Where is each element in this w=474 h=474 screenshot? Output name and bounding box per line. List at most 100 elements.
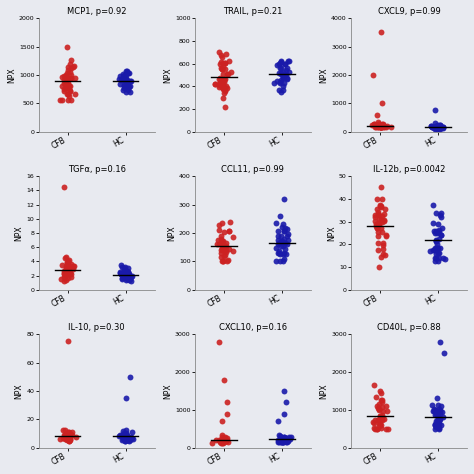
Point <box>281 437 288 445</box>
Point <box>431 421 438 429</box>
Point <box>219 84 227 92</box>
Point <box>433 229 441 237</box>
Point <box>126 373 134 381</box>
Point <box>214 236 221 244</box>
Point <box>283 64 291 72</box>
Point <box>434 410 441 417</box>
Point <box>436 125 443 132</box>
Point <box>128 428 136 436</box>
Point <box>64 257 72 265</box>
Point <box>377 124 384 131</box>
Point <box>118 76 125 84</box>
Point <box>378 219 386 226</box>
Point <box>274 227 282 235</box>
Point <box>211 81 219 88</box>
Point <box>216 48 223 56</box>
Point <box>376 124 384 131</box>
Point <box>220 77 228 84</box>
Point <box>375 215 383 223</box>
Point <box>272 245 280 252</box>
Point <box>64 428 72 436</box>
Point <box>118 263 126 270</box>
Point <box>279 73 287 80</box>
Point <box>432 423 440 431</box>
Point <box>433 394 441 401</box>
Point <box>428 401 436 409</box>
Point <box>64 265 72 273</box>
Point <box>127 77 134 84</box>
Point <box>120 270 128 277</box>
Point <box>274 237 282 244</box>
Point <box>378 421 385 429</box>
Point <box>429 201 437 209</box>
Point <box>217 439 224 447</box>
Point <box>374 118 382 126</box>
Point <box>284 237 292 244</box>
Point <box>280 437 287 444</box>
Point <box>381 216 388 224</box>
Point <box>433 125 441 133</box>
Y-axis label: NPX: NPX <box>7 67 16 83</box>
Point <box>219 257 227 265</box>
Point <box>435 121 442 128</box>
Point <box>432 254 439 262</box>
Point <box>219 237 227 245</box>
Point <box>125 270 133 278</box>
Point <box>372 218 379 225</box>
Point <box>374 417 382 424</box>
Point <box>278 437 285 445</box>
Point <box>222 84 229 91</box>
Point <box>60 277 68 285</box>
Point <box>227 219 234 226</box>
Point <box>283 66 290 73</box>
Point <box>379 396 386 403</box>
Point <box>64 74 71 82</box>
Point <box>125 272 132 279</box>
Point <box>221 65 229 73</box>
Point <box>219 436 227 443</box>
Point <box>279 238 286 246</box>
Point <box>64 262 71 269</box>
Point <box>218 65 226 73</box>
Point <box>431 425 439 433</box>
Point <box>59 435 67 442</box>
Point <box>120 267 128 274</box>
Point <box>218 253 225 261</box>
Point <box>276 250 284 258</box>
Point <box>218 434 226 441</box>
Point <box>64 66 72 74</box>
Point <box>279 68 287 75</box>
Point <box>66 68 74 75</box>
Point <box>374 416 382 423</box>
Point <box>433 123 441 130</box>
Point <box>60 270 68 277</box>
Point <box>219 240 226 248</box>
Point <box>63 259 71 266</box>
Point <box>215 82 223 89</box>
Point <box>277 233 284 240</box>
Point <box>125 433 132 441</box>
Point <box>278 70 285 78</box>
Point <box>438 408 446 416</box>
Point <box>378 415 385 422</box>
Point <box>124 86 132 93</box>
Point <box>64 44 71 51</box>
Point <box>69 265 77 273</box>
Point <box>376 412 384 420</box>
Point <box>432 237 440 245</box>
Point <box>439 254 447 262</box>
Point <box>118 433 126 440</box>
Point <box>278 433 285 440</box>
Point <box>66 270 73 277</box>
Point <box>374 232 382 240</box>
Point <box>122 429 129 437</box>
Point <box>275 61 283 68</box>
Point <box>428 123 436 131</box>
Point <box>221 87 229 94</box>
Point <box>65 262 73 269</box>
Point <box>124 82 132 89</box>
Point <box>222 82 229 90</box>
Point <box>272 257 280 265</box>
Point <box>279 242 287 250</box>
Point <box>118 275 126 283</box>
